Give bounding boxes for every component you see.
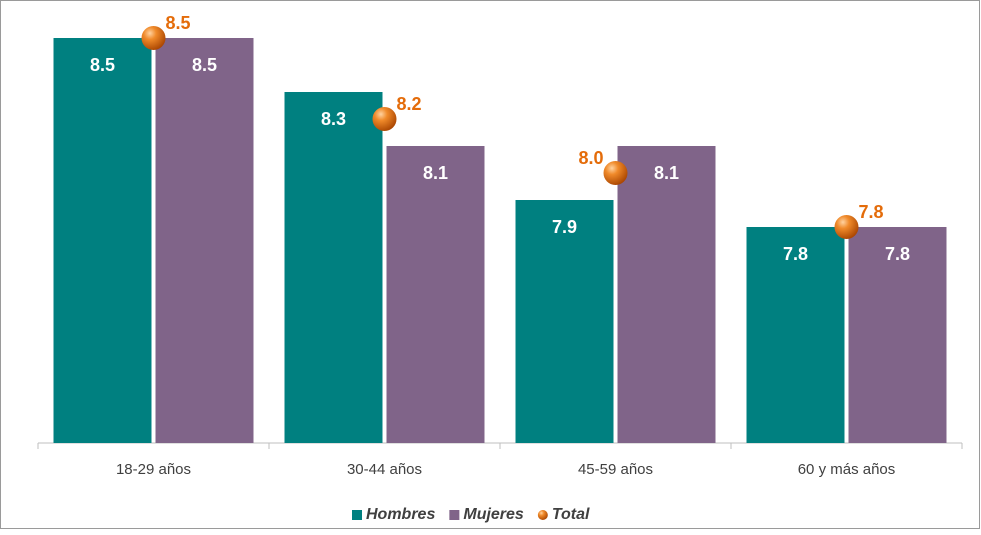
bar-value-label: 7.8 (885, 244, 910, 264)
total-marker (603, 161, 628, 185)
total-value-label: 8.0 (578, 148, 603, 168)
bar (848, 227, 947, 443)
total-marker (141, 26, 166, 50)
total-value-label: 8.5 (166, 13, 191, 33)
legend-swatch (352, 510, 362, 520)
bar (386, 146, 485, 443)
legend-swatch (537, 510, 548, 520)
legend-label: Total (552, 506, 590, 523)
total-marker (834, 215, 859, 239)
legend: Hombres Mujeres Total (352, 506, 590, 523)
legend-swatch (449, 510, 460, 520)
bar (617, 146, 716, 443)
total-value-label: 7.8 (859, 202, 884, 222)
bar (284, 92, 383, 443)
bar-value-label: 8.1 (423, 163, 448, 183)
bar-value-label: 8.3 (321, 109, 346, 129)
legend-label: Hombres (366, 506, 435, 523)
bar (53, 38, 152, 443)
total-marker (372, 107, 397, 131)
x-tick-label: 60 y más años (798, 461, 896, 478)
x-tick-label: 18-29 años (116, 461, 191, 478)
x-tick-label: 30-44 años (347, 461, 422, 478)
bar (515, 200, 614, 443)
bar-value-label: 8.1 (654, 163, 679, 183)
bar-value-label: 8.5 (192, 55, 217, 75)
bar-value-label: 7.8 (783, 244, 808, 264)
bar (746, 227, 845, 443)
bar-value-label: 8.5 (90, 55, 115, 75)
bar (155, 38, 254, 443)
legend-label: Mujeres (463, 506, 524, 523)
total-value-label: 8.2 (397, 94, 422, 114)
x-tick-label: 45-59 años (578, 461, 653, 478)
bar-value-label: 7.9 (552, 217, 577, 237)
